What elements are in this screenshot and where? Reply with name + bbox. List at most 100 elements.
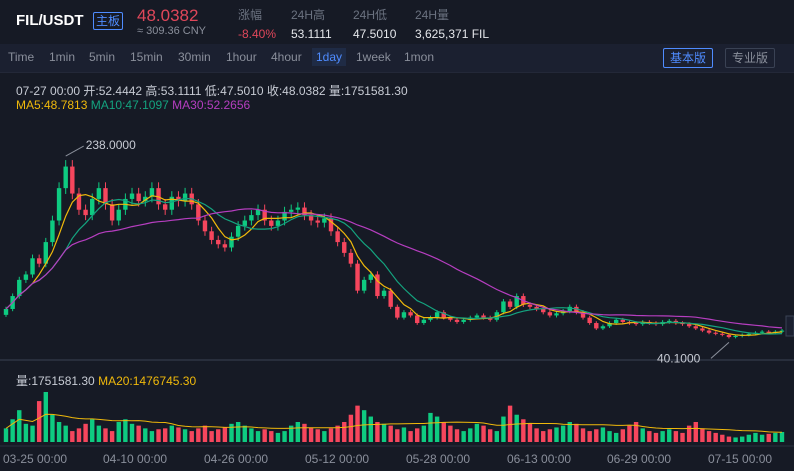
tf-5min[interactable]: 5min: [89, 50, 116, 64]
low-label: 40.1000: [657, 351, 701, 365]
volume-bar: [521, 419, 526, 442]
stat-value: 3,625,371 FIL: [415, 27, 490, 41]
stat-value: 53.1111: [291, 27, 332, 41]
volume-bar: [262, 429, 267, 442]
stat-label: 24H量: [415, 8, 450, 22]
volume-bar: [295, 422, 301, 442]
volume-bar: [587, 431, 592, 442]
tf-1day[interactable]: 1day: [312, 48, 347, 66]
candle-body: [83, 209, 88, 216]
volume-bar: [242, 425, 247, 442]
tf-1min[interactable]: 1min: [49, 50, 76, 64]
candle-body: [17, 279, 22, 297]
candle-body: [103, 188, 108, 205]
volume-bar: [3, 428, 9, 442]
candle-body: [514, 296, 519, 307]
volume-bar: [640, 428, 645, 442]
volume-bar: [627, 425, 632, 442]
candle-body: [713, 332, 718, 334]
x-tick-label: 06-29 00:00: [607, 452, 672, 466]
volume-bar: [162, 428, 168, 442]
volume-bar: [388, 425, 393, 442]
volume-bar: [63, 425, 68, 442]
candle-body: [554, 313, 559, 316]
volume-bar: [501, 416, 506, 442]
volume-bar: [249, 428, 254, 442]
tf-1week[interactable]: 1week: [356, 50, 391, 64]
x-tick-label: 03-25 00:00: [3, 452, 68, 466]
tf-4hour[interactable]: 4hour: [271, 50, 302, 64]
volume-bar: [322, 431, 327, 442]
stat-change: 涨幅 -8.40%: [238, 6, 276, 41]
candle-body: [395, 306, 400, 318]
candle-body: [620, 319, 626, 322]
volume-bar: [673, 431, 679, 442]
cny-price: ≈ 309.36 CNY: [137, 25, 207, 37]
volume-bar: [421, 425, 427, 442]
candle-body: [613, 319, 619, 324]
pair-name[interactable]: FIL/USDT: [16, 12, 84, 29]
ma10-label: MA10:47.1097: [90, 98, 169, 112]
volume-ma20-label: MA20:1476745.30: [98, 374, 197, 388]
candle-body: [633, 323, 639, 325]
volume-bar: [103, 428, 108, 442]
candle-body: [275, 220, 281, 226]
volume-bar: [481, 425, 486, 442]
x-tick-label: 06-13 00:00: [507, 452, 572, 466]
candle-body: [441, 312, 446, 318]
volume-bar: [129, 423, 135, 442]
volume-bar: [454, 429, 460, 442]
volume-bar: [441, 422, 446, 442]
candle-body: [428, 317, 433, 320]
candle-body: [779, 330, 785, 332]
board-badge: 主板: [93, 12, 124, 30]
volume-bar: [235, 422, 241, 442]
candle-body: [169, 196, 175, 210]
volume-bar: [560, 425, 566, 442]
candle-body: [50, 220, 55, 243]
tf-15min[interactable]: 15min: [130, 50, 163, 64]
candle-body: [454, 319, 460, 322]
basic-view-button[interactable]: 基本版: [663, 48, 714, 68]
candle-body: [328, 218, 334, 232]
pro-view-button[interactable]: 专业版: [725, 48, 776, 68]
candle-body: [109, 204, 115, 221]
tf-1hour[interactable]: 1hour: [226, 50, 257, 64]
candle-body: [580, 312, 586, 318]
candle-body: [375, 274, 380, 297]
tf-1mon[interactable]: 1mon: [404, 50, 435, 64]
volume-bar: [395, 429, 400, 442]
high-marker-line: [65, 145, 84, 157]
candle-body: [242, 220, 247, 226]
x-tick-label: 04-26 00:00: [204, 452, 269, 466]
x-tick-label: 07-15 00:00: [708, 452, 773, 466]
volume-bar: [176, 427, 181, 442]
candle-body: [322, 218, 327, 223]
volume-bar: [773, 432, 778, 442]
candle-body: [388, 290, 393, 307]
tf-time[interactable]: Time: [8, 50, 35, 64]
ma5-line: [5, 193, 783, 336]
candle-body: [355, 263, 360, 291]
volume-ma20-line: [5, 413, 783, 433]
volume-bar: [361, 410, 367, 442]
volume-bar: [169, 425, 175, 442]
volume-bar: [123, 419, 128, 442]
volume-bar: [116, 422, 121, 442]
candle-body: [342, 242, 347, 253]
candle-body: [401, 312, 407, 318]
volume-bar: [527, 423, 533, 442]
candle-body: [680, 323, 685, 325]
volume-bar: [50, 414, 55, 442]
volume-bar: [746, 434, 752, 442]
tf-30min[interactable]: 30min: [178, 50, 211, 64]
candle-body: [282, 211, 287, 221]
candle-body: [63, 166, 68, 189]
volume-bar: [534, 428, 539, 442]
volume-bar: [653, 432, 659, 442]
candle-body: [474, 315, 480, 318]
volume-bar: [474, 423, 480, 442]
candle-body: [149, 188, 155, 197]
volume-bar: [182, 429, 188, 442]
